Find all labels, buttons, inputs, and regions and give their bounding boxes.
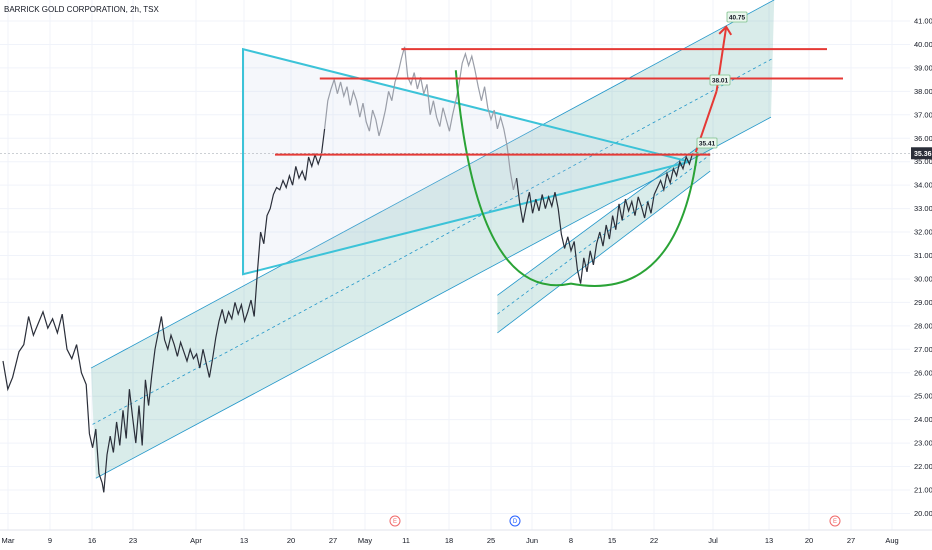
y-tick-label: 21.00 (914, 486, 932, 495)
y-tick-label: 32.00 (914, 228, 932, 237)
y-tick-label: 31.00 (914, 251, 932, 260)
y-tick-label: 29.00 (914, 298, 932, 307)
y-tick-label: 38.00 (914, 87, 932, 96)
cup-arc (454, 70, 699, 287)
x-tick-label: 20 (287, 536, 295, 545)
y-tick-label: 39.00 (914, 63, 932, 72)
x-tick-label: 8 (569, 536, 573, 545)
y-tick-label: 40.00 (914, 40, 932, 49)
x-tick-label: 9 (48, 536, 52, 545)
annotation-box (696, 137, 718, 149)
annotation-label: 35.41 (699, 141, 716, 148)
projection-arrowhead (718, 25, 733, 36)
y-tick-label: 37.00 (914, 110, 932, 119)
y-tick-label: 28.00 (914, 321, 932, 330)
x-tick-label: 18 (445, 536, 453, 545)
price-line (2, 128, 326, 493)
x-tick-label: 23 (129, 536, 137, 545)
y-tick-label: 33.00 (914, 204, 932, 213)
y-axis-bg (910, 0, 932, 550)
event-label: D (513, 519, 518, 525)
event-marker[interactable] (389, 515, 401, 527)
x-tick-label: 27 (847, 536, 855, 545)
x-tick-label: 16 (88, 536, 96, 545)
x-tick-label: 13 (765, 536, 773, 545)
x-tick-label: 27 (329, 536, 337, 545)
last-price-label: 35.36 (914, 151, 932, 158)
channel-secondary-mid (497, 154, 711, 315)
annotation-box (709, 74, 731, 86)
x-tick-label: 13 (240, 536, 248, 545)
x-tick-label: 11 (402, 536, 410, 545)
channel-main-upper (90, 0, 775, 369)
last-price-badge (911, 147, 932, 160)
y-tick-label: 41.00 (914, 17, 932, 26)
y-tick-label: 23.00 (914, 439, 932, 448)
price-line (516, 153, 694, 284)
y-tick-label: 22.00 (914, 462, 932, 471)
y-tick-label: 24.00 (914, 415, 932, 424)
y-tick-label: 35.00 (914, 157, 932, 166)
x-axis-bg (0, 530, 932, 550)
y-tick-label: 20.00 (914, 509, 932, 518)
x-tick-label: Mar (2, 536, 15, 545)
event-label: E (393, 519, 397, 525)
triangle-pattern (242, 47, 690, 276)
event-marker[interactable] (509, 515, 521, 527)
channel-secondary-lower (497, 170, 711, 334)
x-tick-label: 15 (608, 536, 616, 545)
x-tick-label: 20 (805, 536, 813, 545)
y-tick-label: 30.00 (914, 274, 932, 283)
y-tick-label: 26.00 (914, 368, 932, 377)
y-tick-label: 34.00 (914, 181, 932, 190)
y-tick-label: 36.00 (914, 134, 932, 143)
x-tick-label: Aug (885, 536, 898, 545)
annotation-label: 40.75 (729, 15, 746, 22)
x-tick-label: Apr (190, 536, 202, 545)
channel-main-fill (91, 0, 775, 479)
price-line (324, 46, 518, 190)
x-tick-label: Jul (708, 536, 718, 545)
x-tick-label: Jun (526, 536, 538, 545)
x-tick-label: 22 (650, 536, 658, 545)
annotation-box (726, 11, 748, 23)
y-tick-label: 27.00 (914, 345, 932, 354)
channel-main-lower (95, 116, 772, 479)
x-tick-label: 25 (487, 536, 495, 545)
x-tick-label: May (358, 536, 372, 545)
chart-title: BARRICK GOLD CORPORATION, 2h, TSX (4, 5, 160, 14)
event-marker[interactable] (829, 515, 841, 527)
event-label: E (833, 519, 837, 525)
y-tick-label: 25.00 (914, 392, 932, 401)
annotation-label: 38.01 (712, 78, 729, 85)
